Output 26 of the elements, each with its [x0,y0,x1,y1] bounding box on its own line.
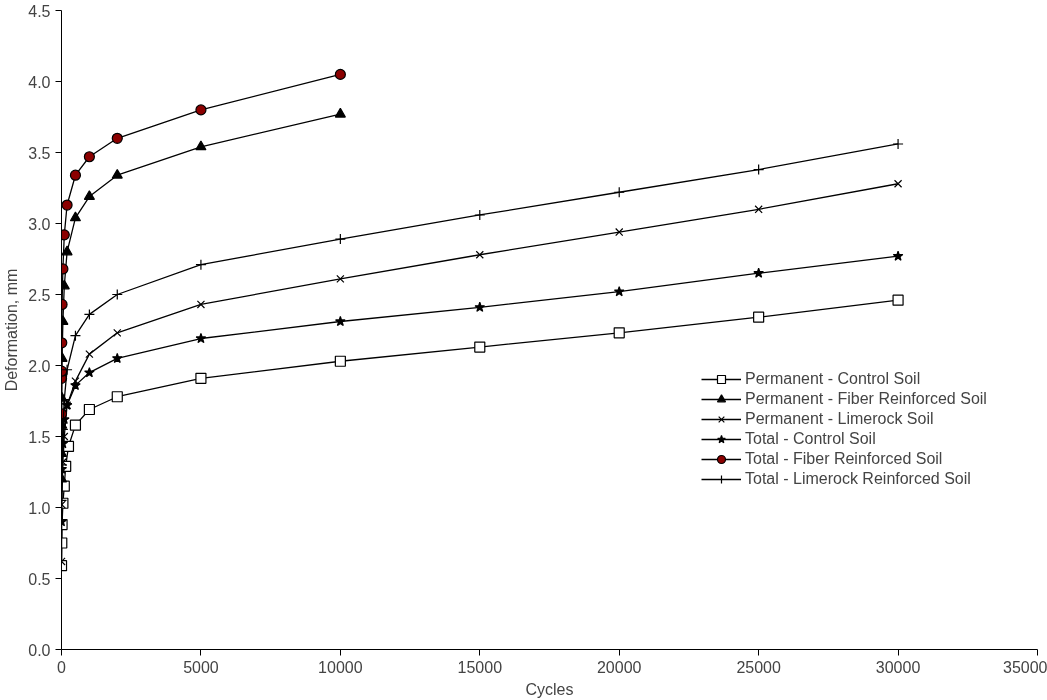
legend-label: Permanent - Fiber Reinforced Soil [745,390,987,408]
y-tick-label: 4.0 [28,73,51,91]
legend-label: Total - Fiber Reinforced Soil [745,450,943,468]
y-tick-label: 0.0 [28,641,51,659]
x-tick-label: 10000 [318,658,363,676]
y-tick-label: 2.0 [28,357,51,375]
legend-label: Total - Control Soil [745,430,876,448]
y-tick-label: 3.0 [28,215,51,233]
y-tick-label: 4.5 [28,2,51,20]
x-tick-label: 20000 [596,658,642,676]
x-tick-label: 35000 [1003,658,1047,676]
x-tick-label: 5000 [183,658,219,676]
y-tick-label: 2.5 [28,286,51,304]
y-tick-label: 0.5 [28,570,51,588]
x-tick-label: 0 [57,658,67,676]
y-tick-label: 1.0 [28,499,51,517]
y-axis-title: Deformation, mm [3,268,21,392]
x-tick-label: 30000 [875,658,921,676]
legend-label: Total - Limerock Reinforced Soil [745,470,971,488]
y-tick-label: 3.5 [28,144,51,162]
legend-label: Permanent - Limerock Soil [745,410,934,428]
x-tick-label: 15000 [457,658,503,676]
y-tick-label: 1.5 [28,428,51,446]
x-tick-label: 25000 [736,658,781,676]
legend-label: Permanent - Control Soil [745,370,921,388]
x-axis-title: Cycles [525,680,574,698]
